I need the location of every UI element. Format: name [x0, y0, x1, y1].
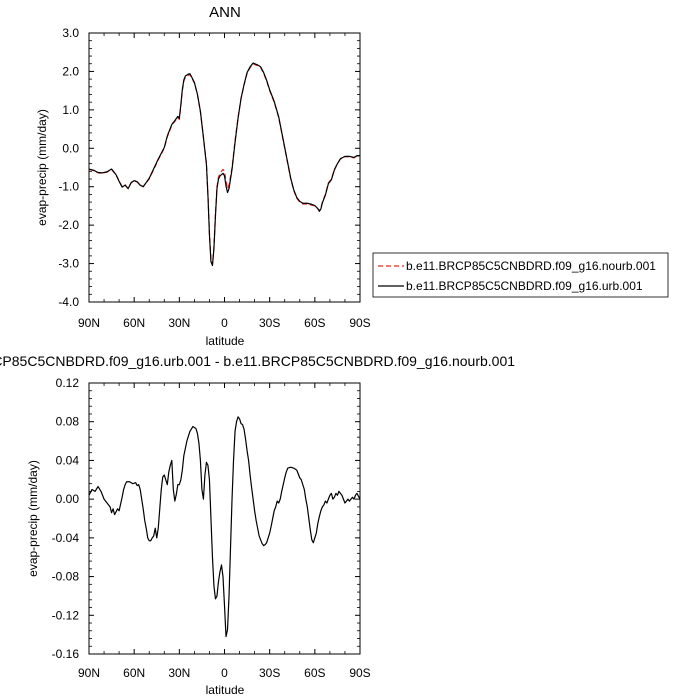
- x-axis-label: latitude: [206, 683, 245, 697]
- y-tick-label: -0.04: [52, 531, 80, 545]
- y-axis-label: evap-precip (mm/day): [26, 460, 40, 577]
- x-tick-label: 0: [221, 666, 228, 680]
- legend-box: [372, 252, 669, 298]
- x-axis-label: latitude: [206, 334, 245, 348]
- x-tick-label: 30S: [259, 316, 280, 330]
- legend-label-urb: b.e11.BRCP85C5CNBDRD.f09_g16.urb.001: [406, 279, 643, 293]
- y-tick-label: 0.0: [62, 141, 79, 155]
- panel-title: b.e11.BRCP85C5CNBDRD.f09_g16.urb.001 - b…: [0, 353, 515, 369]
- x-tick-label: 0: [221, 316, 228, 330]
- x-tick-label: 90S: [349, 666, 370, 680]
- y-tick-label: 0.12: [56, 376, 80, 390]
- y-tick-label: 0.08: [56, 415, 80, 429]
- y-tick-label: 0.00: [56, 492, 80, 506]
- y-tick-label: -2.0: [58, 218, 79, 232]
- y-tick-label: 1.0: [62, 103, 79, 117]
- y-tick-label: 2.0: [62, 64, 79, 78]
- x-tick-label: 90N: [78, 666, 100, 680]
- series-lines: [88, 62, 360, 267]
- x-tick-label: 30N: [168, 316, 190, 330]
- series-lines: [88, 416, 361, 638]
- x-tick-label: 60N: [123, 316, 145, 330]
- x-tick-label: 30N: [168, 666, 190, 680]
- axis-ticks: 90N 60N 30N 0 30S 60S 90S 0.12 0.08 0.04 0.00 -0.04…: [52, 376, 371, 680]
- y-tick-label: -0.08: [52, 570, 80, 584]
- x-tick-label: 60S: [304, 316, 325, 330]
- x-tick-label: 90N: [78, 316, 100, 330]
- y-tick-label: -0.12: [52, 608, 80, 622]
- axis-ticks: 90N 60N 30N 0 30S 60S 90S 3.0 2.0 1.0 0.0 -1.0 -2.0 -…: [58, 26, 370, 330]
- series-line-2: [88, 62, 360, 267]
- series-line-1: [88, 63, 360, 265]
- x-tick-label: 60S: [304, 666, 325, 680]
- y-axis-label: evap-precip (mm/day): [35, 109, 49, 226]
- y-tick-label: -1.0: [58, 180, 79, 194]
- y-tick-label: 0.04: [56, 453, 80, 467]
- x-tick-label: 30S: [259, 666, 280, 680]
- y-tick-label: -3.0: [58, 257, 79, 271]
- legend-label-nourb: b.e11.BRCP85C5CNBDRD.f09_g16.nourb.001: [406, 259, 656, 273]
- x-tick-label: 60N: [123, 666, 145, 680]
- y-tick-label: 3.0: [62, 26, 79, 40]
- legend: b.e11.BRCP85C5CNBDRD.f09_g16.nourb.001 b…: [372, 252, 669, 298]
- plot-frame: [88, 32, 361, 303]
- panel-title: ANN: [209, 4, 241, 21]
- annual-mean-panel: ANN 90N 60N 30N 0 30S 60S 90S 3.0 2.0 1.0 0.0 -1.0 -…: [35, 4, 371, 348]
- x-tick-label: 90S: [349, 316, 370, 330]
- difference-panel: b.e11.BRCP85C5CNBDRD.f09_g16.urb.001 - b…: [0, 353, 515, 697]
- y-tick-label: -4.0: [58, 295, 79, 309]
- series-line-1: [88, 416, 361, 638]
- y-tick-label: -0.16: [52, 647, 80, 661]
